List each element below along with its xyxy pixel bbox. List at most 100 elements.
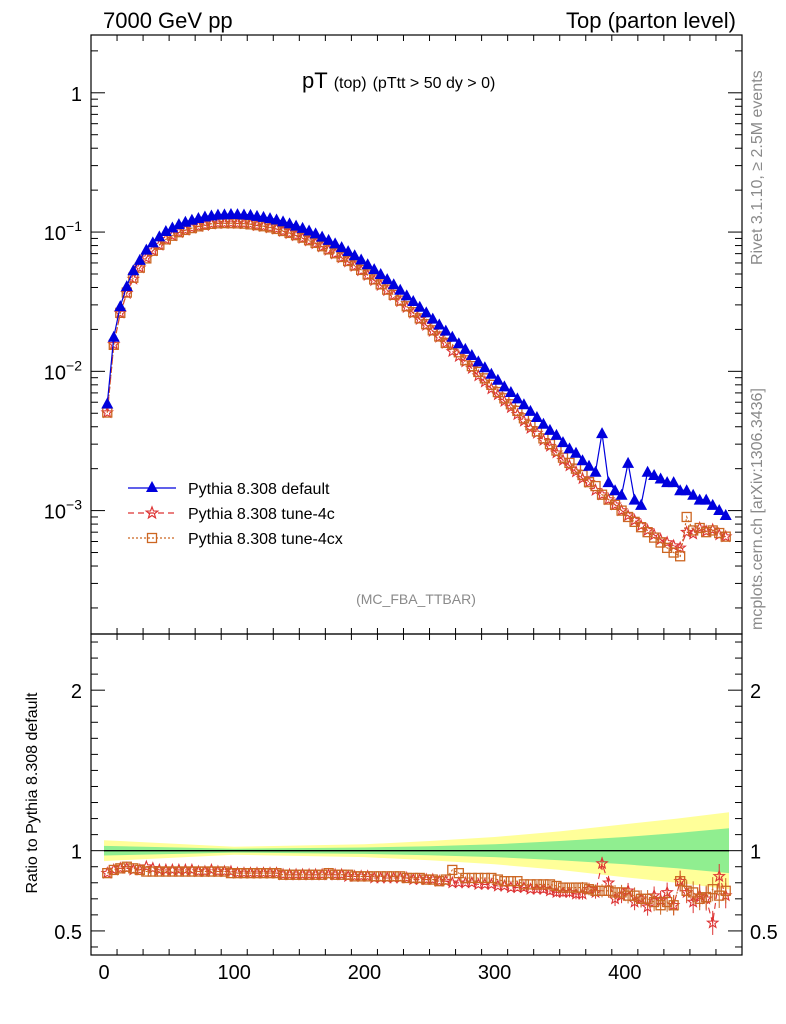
data-point bbox=[342, 869, 354, 880]
data-point bbox=[517, 398, 530, 410]
data-point bbox=[538, 433, 549, 444]
data-point bbox=[622, 890, 634, 901]
data-point bbox=[511, 392, 524, 404]
data-point bbox=[504, 386, 517, 398]
data-point bbox=[388, 289, 399, 301]
data-point bbox=[701, 527, 712, 538]
data-point bbox=[316, 869, 328, 880]
data-point bbox=[648, 896, 660, 908]
header-left: 7000 GeV pp bbox=[103, 8, 233, 33]
data-point bbox=[382, 284, 393, 295]
data-point bbox=[127, 264, 140, 276]
data-point bbox=[329, 237, 342, 249]
data-point bbox=[316, 241, 328, 252]
ratio-frame bbox=[90, 633, 743, 956]
data-point bbox=[173, 866, 185, 877]
legend-marker-default bbox=[146, 481, 158, 492]
series-line bbox=[106, 222, 726, 549]
data-point bbox=[225, 867, 237, 879]
data-point bbox=[413, 300, 426, 312]
data-point bbox=[120, 280, 133, 292]
y-tick-label: 10−3 bbox=[44, 497, 82, 524]
data-point bbox=[102, 867, 113, 879]
data-point bbox=[525, 879, 536, 890]
data-point bbox=[258, 867, 269, 879]
main-panel: 1 10−1 10−2 10−3 bbox=[44, 34, 743, 635]
data-point bbox=[713, 503, 726, 515]
data-point bbox=[486, 872, 497, 884]
data-point bbox=[388, 871, 399, 882]
data-point bbox=[551, 445, 562, 456]
data-point bbox=[375, 279, 386, 290]
data-point bbox=[277, 215, 290, 227]
data-point bbox=[290, 230, 302, 241]
data-point bbox=[512, 405, 523, 417]
data-point bbox=[615, 488, 628, 500]
data-point bbox=[310, 237, 321, 249]
side-label-rivet: Rivet 3.1.10, ≥ 2.5M events bbox=[749, 70, 766, 265]
legend-marker-tune4cx bbox=[146, 532, 158, 544]
data-point bbox=[335, 241, 348, 253]
data-point bbox=[570, 463, 582, 474]
data-point bbox=[368, 263, 381, 275]
x-tick-label: 400 bbox=[608, 962, 641, 984]
data-point bbox=[277, 869, 289, 880]
data-point bbox=[361, 258, 374, 270]
x-tick-label: 200 bbox=[348, 962, 381, 984]
data-point bbox=[589, 465, 602, 477]
data-point bbox=[576, 454, 589, 466]
data-point bbox=[159, 224, 172, 236]
data-point bbox=[446, 330, 459, 342]
data-point bbox=[706, 498, 719, 510]
data-point bbox=[642, 527, 653, 538]
data-point bbox=[329, 869, 341, 880]
data-point bbox=[675, 551, 686, 562]
data-point bbox=[356, 871, 367, 882]
data-point bbox=[245, 867, 256, 879]
data-point bbox=[590, 885, 601, 896]
legend: Pythia 8.308 default Pythia 8.308 tune-4… bbox=[128, 481, 343, 548]
data-point bbox=[426, 312, 439, 324]
data-point bbox=[512, 876, 523, 887]
data-point bbox=[180, 866, 191, 877]
series-line bbox=[106, 213, 727, 516]
data-point bbox=[668, 900, 679, 911]
data-point bbox=[629, 890, 640, 901]
data-point bbox=[492, 386, 504, 398]
data-point bbox=[108, 864, 119, 876]
data-point bbox=[505, 399, 517, 410]
data-point bbox=[564, 882, 575, 893]
data-point bbox=[322, 233, 335, 245]
data-point bbox=[679, 525, 694, 538]
data-point bbox=[538, 879, 549, 890]
data-point bbox=[596, 427, 609, 439]
data-point bbox=[498, 380, 511, 392]
data-point bbox=[160, 866, 172, 877]
data-point bbox=[577, 882, 588, 893]
data-point bbox=[583, 459, 596, 471]
data-point bbox=[499, 393, 510, 404]
data-point bbox=[277, 225, 289, 237]
data-point bbox=[342, 245, 355, 257]
ratio-ylabel: Ratio to Pythia 8.308 default bbox=[24, 692, 41, 894]
data-point bbox=[635, 893, 647, 904]
side-label-mcplots: mcplots.cern.ch [arXiv:1306.3436] bbox=[749, 388, 766, 630]
data-point bbox=[603, 494, 614, 505]
data-point bbox=[303, 224, 316, 236]
data-point bbox=[427, 325, 438, 336]
data-point bbox=[595, 856, 609, 870]
data-point bbox=[551, 880, 562, 892]
data-point bbox=[675, 876, 686, 887]
data-point bbox=[101, 397, 114, 409]
data-point bbox=[381, 273, 394, 285]
data-point bbox=[569, 446, 582, 458]
data-point bbox=[264, 867, 276, 879]
data-point bbox=[629, 516, 640, 528]
data-point bbox=[635, 498, 648, 510]
data-point bbox=[707, 884, 718, 895]
data-point bbox=[212, 866, 224, 877]
data-point bbox=[705, 915, 720, 929]
data-point bbox=[556, 436, 569, 448]
data-point bbox=[720, 531, 731, 542]
data-point bbox=[491, 373, 504, 385]
